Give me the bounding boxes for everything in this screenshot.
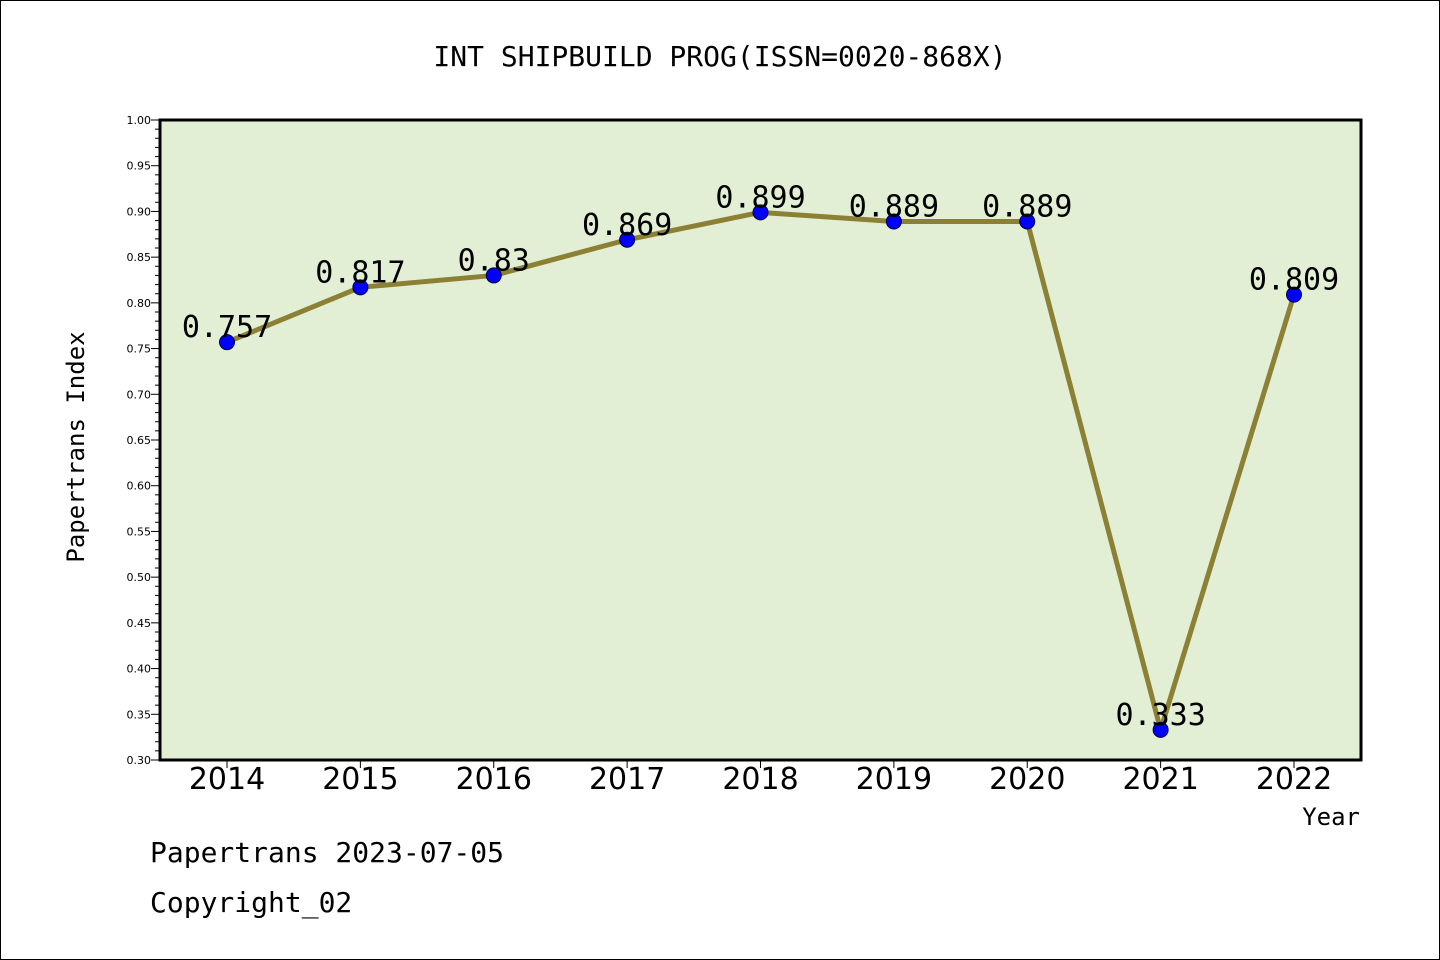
data-markers bbox=[219, 204, 1302, 738]
data-point bbox=[619, 231, 636, 248]
data-label: 0.83 bbox=[458, 243, 530, 278]
data-point bbox=[1019, 213, 1036, 230]
x-tick-label: 2022 bbox=[1256, 762, 1332, 797]
x-tick-label: 2021 bbox=[1122, 762, 1198, 797]
x-tick-label: 2019 bbox=[856, 762, 932, 797]
footer-copyright: Copyright_02 bbox=[150, 886, 353, 919]
x-axis-ticks: 2014 2015 2016 2017 2018 2019 2020 2021 2022 bbox=[189, 760, 1332, 797]
data-label: 0.809 bbox=[1249, 263, 1339, 298]
y-tick-label: 0.65 bbox=[127, 434, 152, 447]
plot-area bbox=[160, 120, 1361, 760]
data-label: 0.817 bbox=[315, 255, 405, 290]
data-label: 0.889 bbox=[982, 189, 1072, 224]
x-axis-title: Year bbox=[1302, 803, 1360, 831]
x-tick-label: 2020 bbox=[989, 762, 1065, 797]
y-axis-ticks: 0.30 0.35 0.40 0.45 0.50 0.55 0.60 0.65 0.70 0.75… bbox=[127, 114, 160, 767]
y-tick-label: 0.30 bbox=[127, 754, 152, 767]
y-tick-label: 0.35 bbox=[127, 708, 152, 721]
y-tick-label: 0.50 bbox=[127, 571, 152, 584]
data-point bbox=[1152, 721, 1169, 738]
x-tick-label: 2015 bbox=[322, 762, 398, 797]
y-tick-label: 0.40 bbox=[127, 663, 152, 676]
x-tick-label: 2014 bbox=[189, 762, 265, 797]
chart-title: INT SHIPBUILD PROG(ISSN=0020-868X) bbox=[433, 40, 1006, 73]
y-tick-label: 0.85 bbox=[127, 251, 152, 264]
data-label: 0.333 bbox=[1115, 698, 1205, 733]
data-labels: 0.757 0.817 0.83 0.869 0.899 0.889 0.889 0.333 0… bbox=[182, 180, 1339, 732]
footer-date: Papertrans 2023-07-05 bbox=[150, 836, 505, 869]
data-point bbox=[219, 334, 235, 351]
y-tick-label: 0.75 bbox=[127, 343, 152, 356]
data-point bbox=[752, 204, 769, 221]
y-axis-title: Papertrans Index bbox=[62, 331, 90, 562]
y-tick-label: 0.80 bbox=[127, 297, 152, 310]
x-tick-label: 2017 bbox=[589, 762, 665, 797]
x-tick-label: 2018 bbox=[722, 762, 798, 797]
data-point bbox=[352, 279, 369, 296]
data-point bbox=[485, 267, 502, 284]
data-label: 0.889 bbox=[849, 189, 939, 224]
y-tick-label: 0.70 bbox=[127, 388, 152, 401]
data-point bbox=[1286, 286, 1302, 303]
y-tick-label: 0.95 bbox=[127, 160, 152, 173]
y-tick-label: 0.45 bbox=[127, 617, 152, 630]
plot-border bbox=[158, 118, 1363, 762]
y-tick-label: 0.90 bbox=[127, 205, 152, 218]
data-label: 0.869 bbox=[582, 208, 672, 243]
data-label: 0.899 bbox=[715, 180, 805, 215]
y-tick-label: 0.60 bbox=[127, 480, 152, 493]
data-point bbox=[885, 213, 902, 230]
y-tick-label: 1.00 bbox=[127, 114, 152, 127]
data-label: 0.757 bbox=[182, 310, 272, 345]
y-tick-label: 0.55 bbox=[127, 525, 152, 538]
x-tick-label: 2016 bbox=[456, 762, 532, 797]
